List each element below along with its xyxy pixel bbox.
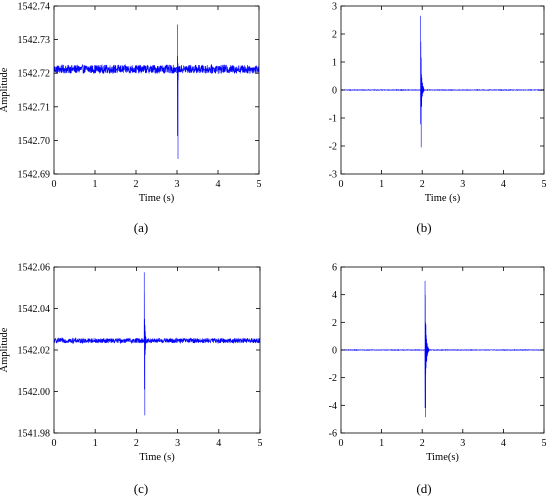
x-tick-label: 3 [175, 179, 180, 190]
series-line [341, 280, 544, 418]
x-axis-title: Time (s) [425, 193, 461, 204]
x-tick-label: 2 [420, 438, 425, 449]
y-tick-label: 4 [332, 290, 337, 301]
y-tick-label: 1542.74 [18, 2, 51, 13]
y-tick-label: 2 [332, 318, 337, 329]
x-tick-label: 2 [134, 438, 139, 449]
x-tick-label: 3 [460, 438, 465, 449]
x-tick-label: 3 [175, 438, 180, 449]
y-tick-label: 6 [332, 263, 337, 274]
x-tick-label: 2 [420, 179, 425, 190]
x-tick-label: 0 [52, 179, 57, 190]
series-line [341, 15, 544, 148]
panel-caption: (d) [416, 481, 431, 496]
x-tick-label: 5 [257, 179, 262, 190]
x-tick-label: 1 [93, 179, 98, 190]
panel-caption: (b) [416, 220, 431, 235]
y-tick-label: 3 [332, 2, 337, 13]
y-tick-label: 0 [332, 346, 337, 357]
x-tick-label: 0 [339, 179, 344, 190]
x-tick-label: 1 [93, 438, 98, 449]
y-tick-label: 1 [332, 58, 337, 69]
y-tick-label: -2 [329, 373, 337, 384]
x-tick-label: 5 [258, 438, 263, 449]
y-tick-label: -1 [329, 114, 337, 125]
x-tick-label: 1 [379, 438, 384, 449]
y-tick-label: 1542.02 [18, 346, 51, 357]
panel-caption: (a) [134, 220, 148, 235]
x-tick-label: 3 [460, 179, 465, 190]
y-tick-label: -3 [329, 170, 337, 181]
axes-frame [53, 5, 260, 175]
y-tick-label: -2 [329, 142, 337, 153]
panel-caption: (c) [134, 481, 148, 496]
y-tick-label: 1542.70 [18, 136, 51, 147]
y-tick-label: 0 [332, 86, 337, 97]
y-tick-label: 1542.71 [18, 102, 51, 113]
y-tick-label: 1541.98 [18, 429, 51, 440]
x-tick-label: 2 [134, 179, 139, 190]
y-tick-label: 1542.72 [18, 69, 51, 80]
x-tick-label: 0 [339, 438, 344, 449]
y-tick-label: 1542.69 [18, 170, 51, 181]
x-axis-title: Time (s) [139, 452, 175, 463]
x-tick-label: 0 [52, 438, 57, 449]
y-tick-label: 1542.04 [18, 304, 51, 315]
y-tick-label: 1542.00 [18, 387, 51, 398]
x-tick-label: 5 [542, 179, 547, 190]
x-tick-label: 4 [216, 438, 221, 449]
chart-panel-3: 0 1 2 3 4 5 1541.98 1542.00 1542.02 1542.04 1542.0… [0, 263, 263, 497]
series-line [54, 24, 259, 159]
x-axis-title: Time (s) [139, 193, 175, 204]
y-tick-label: 1542.73 [18, 35, 51, 46]
y-axis-title: Amplitude [0, 327, 10, 372]
x-axis-title: Time(s) [426, 452, 459, 463]
y-tick-label: 1542.06 [18, 263, 51, 274]
x-tick-label: 4 [501, 438, 506, 449]
chart-panel-1: 0 1 2 3 4 5 1542.69 1542.70 1542.71 1542.72 1542.7… [0, 2, 262, 236]
x-tick-label: 1 [379, 179, 384, 190]
chart-panel-4: 0 1 2 3 4 5 -6 -4 -2 0 2 4 6 Time(s) (d) [329, 263, 547, 497]
y-tick-label: 2 [332, 30, 337, 41]
chart-panel-2: 0 1 2 3 4 5 -3 -2 -1 0 1 2 3 Time (s) (b) [329, 2, 547, 236]
x-tick-label: 4 [216, 179, 221, 190]
y-tick-label: -4 [329, 401, 337, 412]
series-line [54, 272, 260, 416]
y-tick-label: -6 [329, 429, 337, 440]
y-axis-title: Amplitude [0, 67, 10, 112]
x-tick-label: 4 [501, 179, 506, 190]
x-tick-label: 5 [542, 438, 547, 449]
